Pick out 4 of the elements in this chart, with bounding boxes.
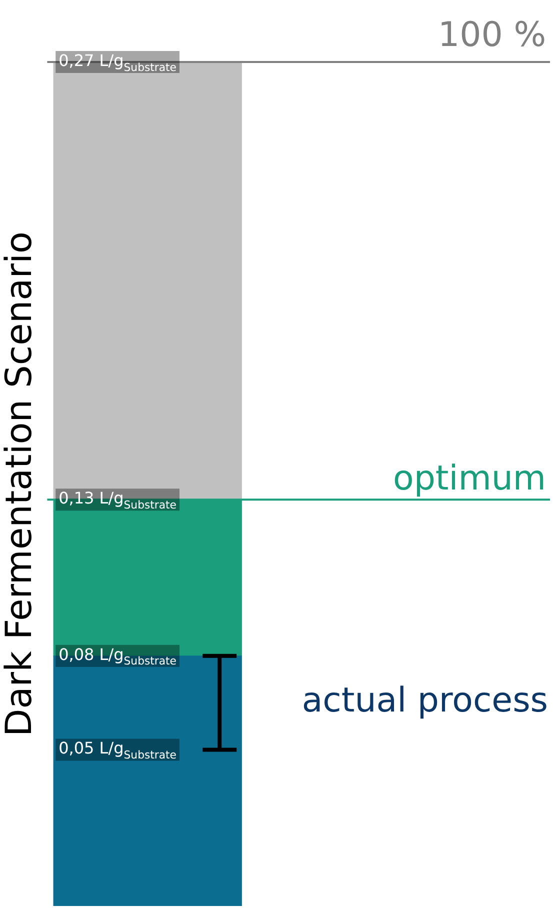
text: 100 % <box>438 15 546 55</box>
annotation: actual process <box>302 680 548 721</box>
y-axis-title: Dark Fermentation Scenario <box>0 231 40 737</box>
ref-line-label: optimum <box>393 458 546 499</box>
